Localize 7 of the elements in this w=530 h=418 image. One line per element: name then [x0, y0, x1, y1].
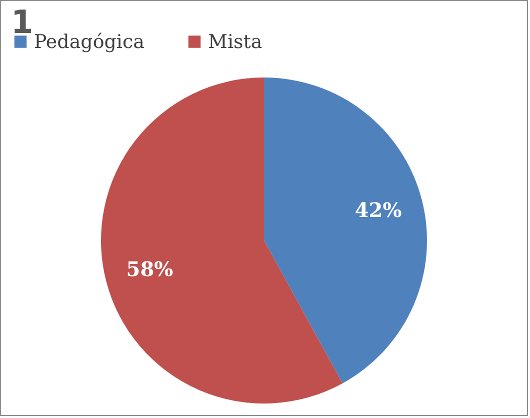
legend-label: Pedagógica [34, 30, 144, 53]
chart-title: 1 [11, 3, 34, 41]
legend-label: Mista [208, 30, 262, 53]
data-label: 42% [354, 198, 402, 222]
pie-slice [264, 78, 427, 384]
pie-slice [101, 78, 343, 404]
data-label: 58% [126, 256, 174, 281]
